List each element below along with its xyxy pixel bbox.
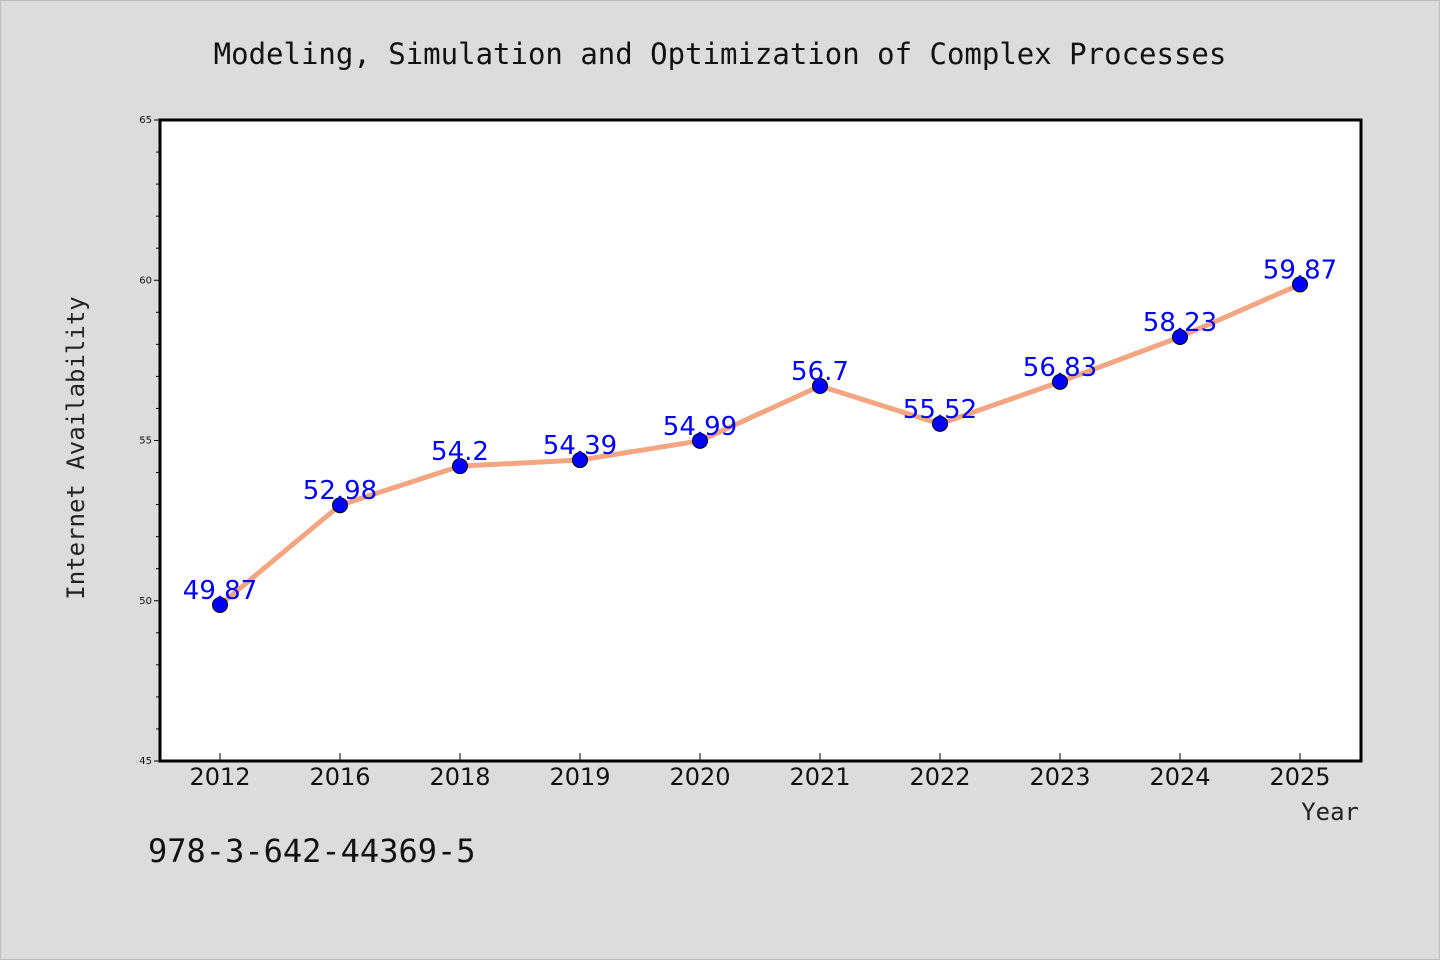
chart-title: Modeling, Simulation and Optimization of… xyxy=(214,37,1227,71)
x-tick-label: 2023 xyxy=(1029,763,1090,791)
y-tick-label: 65 xyxy=(139,115,152,126)
x-tick-label: 2020 xyxy=(669,763,730,791)
data-point xyxy=(1172,328,1188,345)
y-axis-ticks: 45 50 55 60 65 xyxy=(139,115,160,767)
data-point xyxy=(452,458,468,475)
data-label: 55.52 xyxy=(903,395,977,425)
x-tick-label: 2021 xyxy=(789,763,850,791)
isbn-text: 978-3-642-44369-5 xyxy=(148,832,476,870)
series-line xyxy=(217,281,1303,608)
data-point xyxy=(332,497,348,514)
y-tick-label: 45 xyxy=(139,756,152,767)
data-label: 59.87 xyxy=(1263,255,1337,285)
x-tick-label: 2025 xyxy=(1269,763,1330,791)
data-point xyxy=(572,452,588,469)
data-point xyxy=(932,415,948,432)
data-markers xyxy=(212,276,1308,613)
data-labels: 49.87 52.98 54.2 54.39 54.99 56.7 55.52 56.83 58… xyxy=(183,255,1337,606)
x-axis-ticks: 2012 2016 2018 2019 2020 2021 2022 2023 2024 2025 xyxy=(189,753,1331,791)
data-label: 52.98 xyxy=(303,476,377,506)
data-label: 56.83 xyxy=(1023,353,1097,383)
x-tick-label: 2019 xyxy=(549,763,610,791)
data-point xyxy=(1052,373,1068,390)
data-label: 58.23 xyxy=(1143,308,1217,338)
data-point xyxy=(212,596,228,613)
data-label: 54.99 xyxy=(663,412,737,442)
x-axis-label: Year xyxy=(1301,798,1359,826)
x-tick-label: 2012 xyxy=(189,763,250,791)
y-tick-label: 60 xyxy=(139,275,152,286)
y-tick-label: 50 xyxy=(139,596,152,607)
x-tick-label: 2024 xyxy=(1149,763,1210,791)
data-label: 54.2 xyxy=(431,437,489,467)
data-label: 56.7 xyxy=(791,357,849,387)
y-axis-label: Internet Availability xyxy=(62,296,90,599)
data-label: 49.87 xyxy=(183,576,257,606)
x-tick-label: 2016 xyxy=(309,763,370,791)
data-point xyxy=(1292,276,1308,293)
y-tick-label: 55 xyxy=(139,436,152,447)
data-label: 54.39 xyxy=(543,431,617,461)
data-point xyxy=(812,378,828,395)
data-point xyxy=(692,432,708,449)
plot-area xyxy=(158,118,1363,763)
x-tick-label: 2022 xyxy=(909,763,970,791)
x-tick-label: 2018 xyxy=(429,763,490,791)
